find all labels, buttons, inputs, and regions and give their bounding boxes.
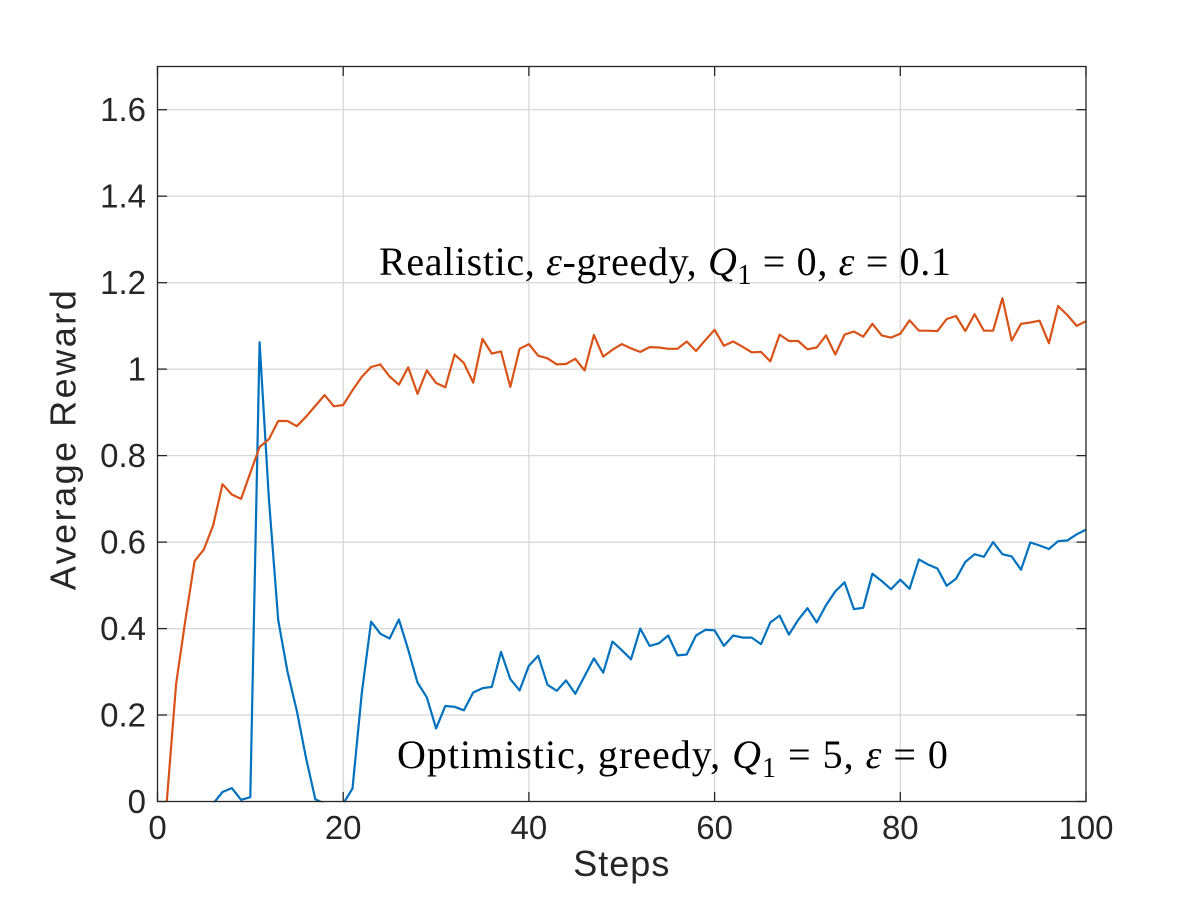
svg-text:Steps: Steps — [573, 843, 670, 884]
svg-text:1.4: 1.4 — [100, 178, 146, 215]
svg-text:1.2: 1.2 — [100, 264, 146, 301]
svg-text:1.6: 1.6 — [100, 91, 146, 128]
svg-text:80: 80 — [882, 809, 919, 846]
svg-text:40: 40 — [511, 809, 548, 846]
svg-text:1: 1 — [128, 351, 146, 388]
svg-text:0.4: 0.4 — [100, 610, 146, 647]
svg-text:Average Reward: Average Reward — [43, 288, 84, 591]
svg-text:60: 60 — [696, 809, 733, 846]
svg-text:0.8: 0.8 — [100, 437, 146, 474]
svg-text:0.2: 0.2 — [100, 697, 146, 734]
svg-text:Optimistic, greedy, Q1 = 5, ε: Optimistic, greedy, Q1 = 5, ε = 0 — [397, 732, 949, 784]
svg-text:0: 0 — [128, 783, 146, 820]
svg-text:0: 0 — [148, 809, 166, 846]
svg-text:0.6: 0.6 — [100, 524, 146, 561]
svg-text:Realistic, ε-greedy, Q1 = 0, ε: Realistic, ε-greedy, Q1 = 0, ε = 0.1 — [379, 239, 952, 291]
svg-text:20: 20 — [325, 809, 362, 846]
svg-text:100: 100 — [1058, 809, 1113, 846]
